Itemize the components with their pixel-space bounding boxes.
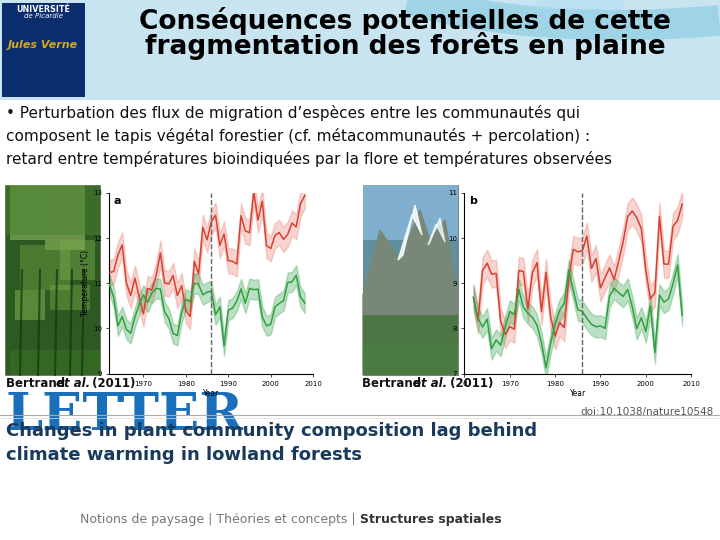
Text: Bertrand: Bertrand (6, 377, 69, 390)
Text: Structures spatiales: Structures spatiales (360, 513, 502, 526)
X-axis label: Year: Year (203, 389, 220, 397)
Bar (15, 290, 45, 320)
Bar (363, 185, 458, 240)
Bar (363, 315, 458, 375)
Text: de Picardie: de Picardie (24, 13, 63, 19)
Text: (2011): (2011) (88, 377, 135, 390)
Bar (60, 240, 95, 280)
Text: • Perturbation des flux de migration d’espèces entre les communautés qui
compose: • Perturbation des flux de migration d’e… (6, 105, 612, 167)
Bar (10, 185, 45, 240)
Bar (10, 350, 100, 375)
Text: Conséquences potentielles de cette: Conséquences potentielles de cette (139, 7, 671, 35)
Polygon shape (428, 218, 445, 245)
X-axis label: Year: Year (570, 389, 586, 397)
Bar (50, 285, 90, 310)
Text: Jules Verne: Jules Verne (8, 40, 78, 50)
Bar (5, 185, 100, 375)
Text: doi:10.1038/nature10548: doi:10.1038/nature10548 (581, 407, 714, 417)
Text: Notions de paysage | Théories et concepts |: Notions de paysage | Théories et concept… (81, 513, 360, 526)
Text: a: a (114, 197, 121, 206)
Polygon shape (363, 210, 458, 375)
Text: Bertrand: Bertrand (362, 377, 426, 390)
Bar (363, 185, 458, 375)
Text: b: b (469, 197, 477, 206)
Text: LETTER: LETTER (6, 390, 244, 441)
Text: et al.: et al. (413, 377, 447, 390)
Text: fragmentation des forêts en plaine: fragmentation des forêts en plaine (145, 32, 665, 60)
Bar (45, 185, 85, 250)
Bar (363, 345, 458, 375)
Bar (5, 185, 100, 235)
Text: Changes in plant community composition lag behind
climate warming in lowland for: Changes in plant community composition l… (6, 422, 537, 464)
Text: UNIVERSITÉ: UNIVERSITÉ (16, 5, 70, 14)
Bar (2, 3, 85, 97)
Text: et al.: et al. (56, 377, 90, 390)
Text: (2011): (2011) (446, 377, 493, 390)
Y-axis label: Temperature (°C): Temperature (°C) (81, 250, 90, 316)
Bar (0, 0, 720, 100)
Bar (20, 245, 70, 290)
Polygon shape (398, 205, 422, 260)
